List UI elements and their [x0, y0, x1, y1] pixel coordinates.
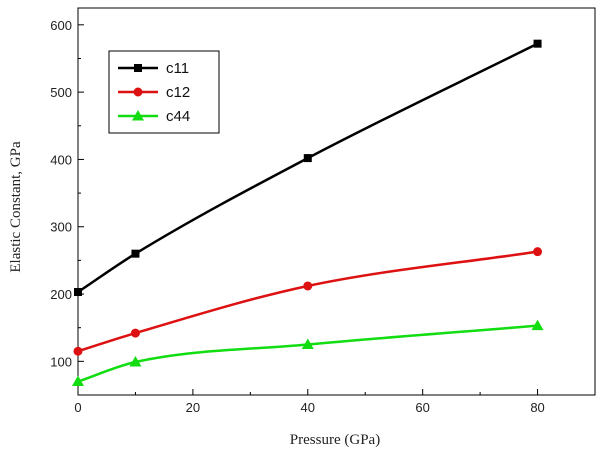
y-tick-label: 600 [50, 18, 72, 33]
plot-area [77, 7, 596, 396]
series-line-c11 [77, 42, 539, 294]
x-tick-label: 80 [530, 400, 544, 415]
series-line-c12 [77, 250, 538, 353]
y-tick-label: 400 [50, 152, 72, 167]
series-c11 [74, 39, 542, 297]
y-axis-title: Elastic Constant, GPa [8, 141, 24, 273]
legend: c11 c12 c44 [108, 50, 220, 134]
legend-label-c44: c44 [166, 108, 190, 125]
x-tick-label: 20 [186, 400, 200, 415]
data-point-c12 [130, 328, 140, 338]
data-point-c44 [531, 319, 544, 331]
data-point-c44 [129, 356, 142, 367]
legend-label-c12: c12 [166, 84, 190, 101]
x-axis-title: Pressure (GPa) [290, 432, 380, 448]
data-point-c44 [72, 375, 84, 387]
legend-marker-c12 [133, 87, 143, 97]
series-c12 [73, 247, 543, 356]
x-tick-label: 60 [415, 400, 429, 415]
y-tick-label: 100 [50, 354, 72, 369]
y-tick-label: 200 [50, 287, 72, 302]
data-point-c44 [301, 338, 314, 350]
legend-marker-c44 [132, 110, 144, 121]
x-tick-label: 0 [74, 400, 81, 415]
series-c44 [72, 319, 544, 387]
series-line-c44 [77, 324, 538, 383]
legend-label-c11: c11 [166, 60, 189, 77]
series-layer [72, 39, 544, 387]
data-point-c12 [533, 247, 543, 257]
x-axis: 0 20 40 60 80 [74, 389, 545, 415]
data-point-c12 [73, 346, 83, 356]
data-point-c11 [74, 288, 82, 297]
plot-frame [77, 7, 596, 396]
data-point-c11 [533, 39, 542, 48]
y-tick-label: 500 [50, 85, 72, 100]
x-tick-label: 40 [301, 400, 315, 415]
y-tick-label: 300 [50, 220, 72, 235]
y-axis: 100 200 300 400 500 600 [50, 18, 84, 369]
legend-marker-c11 [134, 64, 142, 72]
data-point-c11 [303, 154, 312, 163]
data-point-c11 [131, 249, 140, 258]
data-point-c12 [303, 281, 313, 291]
